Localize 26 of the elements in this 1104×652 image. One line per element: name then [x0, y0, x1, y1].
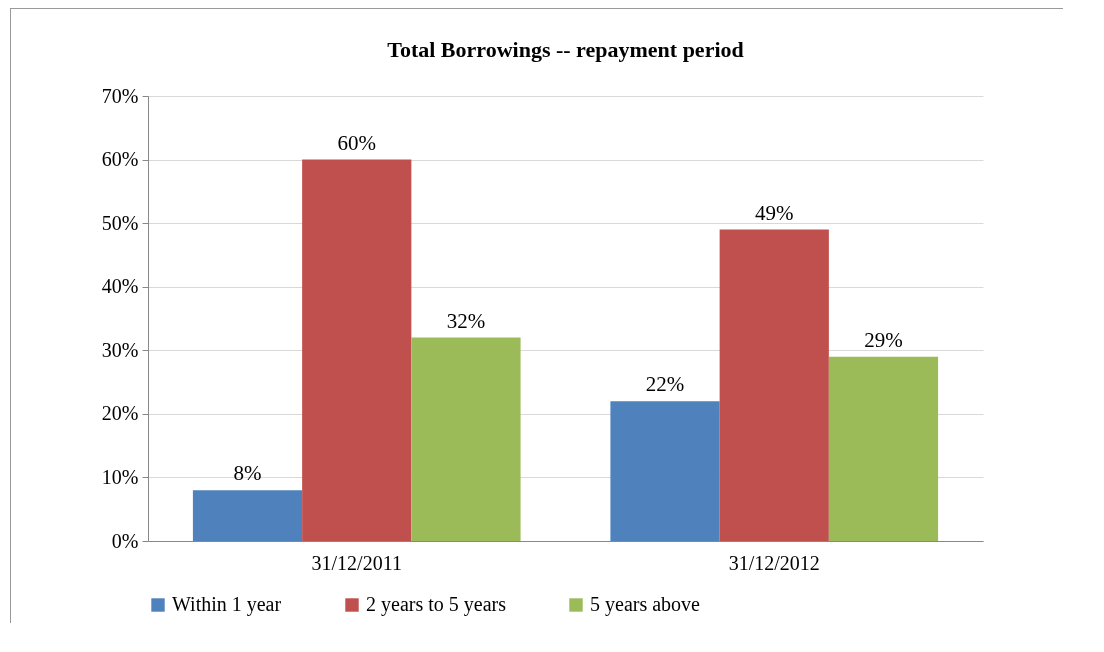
bar — [411, 337, 521, 541]
y-tick-label: 60% — [101, 148, 139, 171]
x-tick-label: 31/12/2012 — [728, 551, 820, 574]
legend-label: 5 years above — [590, 593, 701, 616]
bar — [192, 490, 303, 541]
y-tick-label: 10% — [101, 465, 139, 488]
data-label: 22% — [645, 372, 685, 397]
chart-title: Total Borrowings -- repayment period — [387, 37, 744, 62]
data-label: 32% — [446, 308, 486, 333]
data-label: 29% — [864, 327, 903, 352]
bar — [719, 229, 829, 541]
bar — [828, 356, 939, 541]
y-tick-label: 30% — [101, 338, 139, 361]
legend-label: 2 years to 5 years — [366, 593, 507, 616]
y-tick-label: 20% — [101, 402, 139, 425]
y-tick-label: 0% — [111, 529, 139, 552]
legend-label: Within 1 year — [172, 593, 282, 616]
bar — [610, 401, 720, 541]
y-tick-label: 50% — [101, 211, 139, 234]
data-label: 8% — [233, 461, 262, 486]
x-tick-label: 31/12/2011 — [311, 551, 402, 574]
data-label: 60% — [337, 130, 376, 155]
data-label: 49% — [755, 200, 794, 225]
y-tick-label: 70% — [101, 84, 139, 107]
y-tick-label: 40% — [101, 275, 139, 298]
bar — [302, 159, 412, 541]
